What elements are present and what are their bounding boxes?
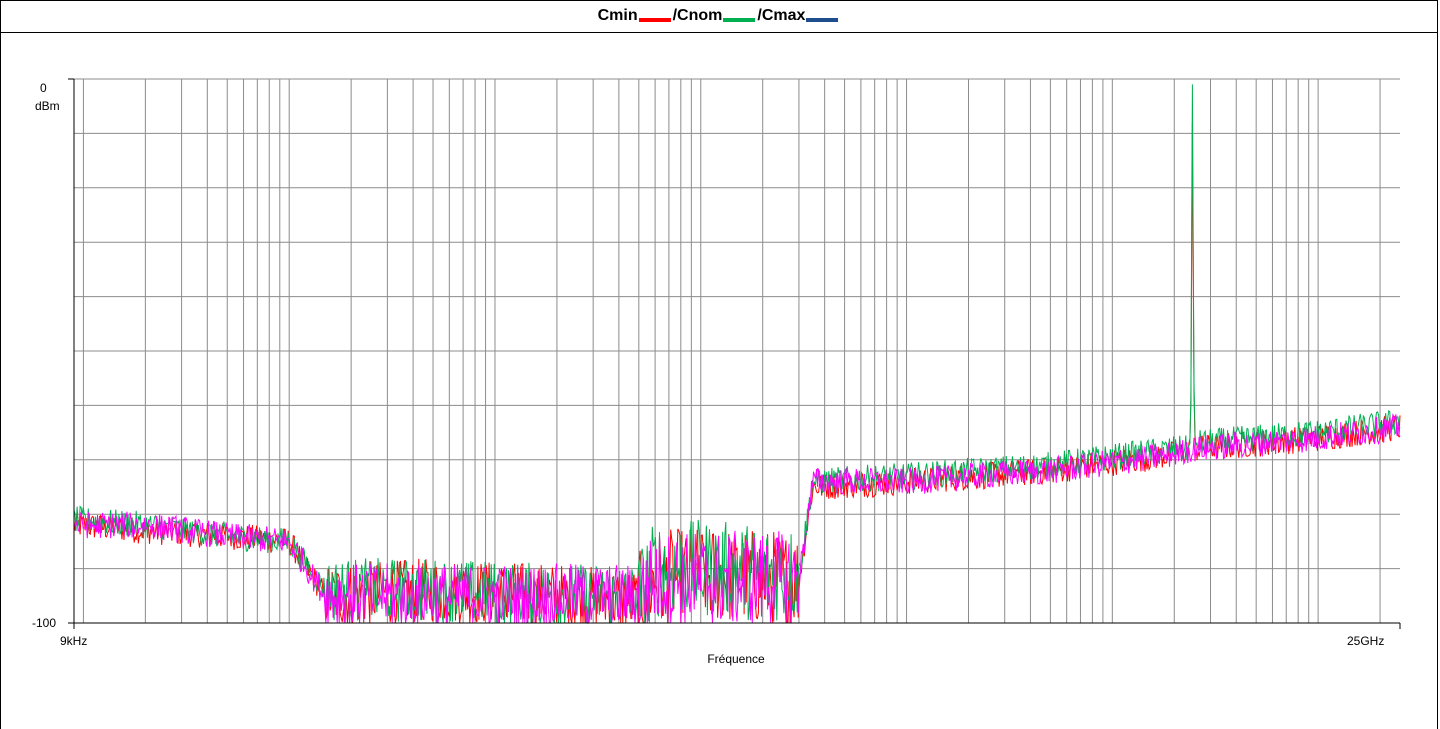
legend-swatch-cmin	[638, 18, 671, 22]
axes	[68, 78, 1401, 629]
title-cmin: Cmin	[597, 7, 638, 24]
legend-swatch-cnom	[723, 18, 756, 22]
y-tick-top: 0	[40, 81, 47, 95]
traces	[73, 84, 1401, 625]
legend-swatch-cmax	[806, 18, 839, 22]
title-cnom: /Cnom	[672, 7, 723, 24]
title-seg-cmin: Cmin	[598, 7, 673, 25]
title-cmax: /Cmax	[757, 7, 806, 24]
chart-title: Cmin /Cnom /Cmax	[0, 0, 1438, 33]
series-line-0	[73, 122, 1401, 625]
y-tick-bottom: -100	[32, 616, 56, 630]
title-seg-cmax: /Cmax	[757, 7, 840, 25]
series-line-1	[73, 84, 1401, 624]
x-axis-label: Fréquence	[707, 652, 765, 666]
title-seg-cnom: /Cnom	[673, 7, 758, 25]
x-tick-right: 25GHz	[1347, 634, 1384, 648]
x-tick-left: 9kHz	[60, 634, 87, 648]
series-line-2	[73, 413, 1401, 624]
y-axis-label: dBm	[35, 99, 60, 113]
